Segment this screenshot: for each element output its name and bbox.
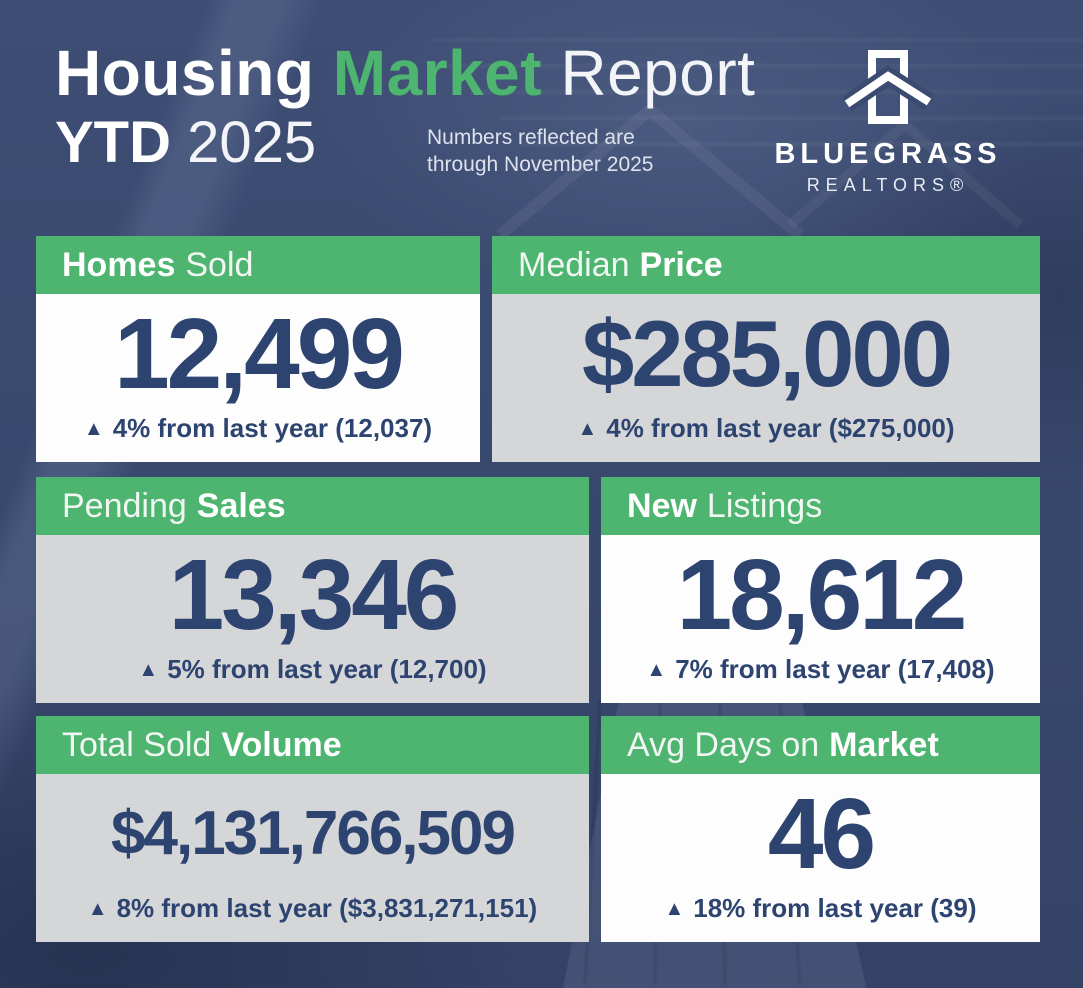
- card-title-bold: New: [627, 486, 697, 525]
- title-word-housing: Housing: [55, 37, 315, 109]
- note-line-1: Numbers reflected are: [427, 126, 635, 149]
- up-arrow-icon: ▲: [87, 897, 108, 920]
- card-title-bold: Homes: [62, 245, 176, 284]
- change-text: 5% from last year (12,700): [167, 654, 487, 684]
- card-title-light: Sold: [185, 245, 254, 284]
- title-line-1: Housing Market Report: [55, 37, 756, 109]
- card-title-light: Pending: [62, 486, 187, 525]
- bluegrass-realtors-logo: BLUEGRASS REALTORS®: [762, 50, 1014, 196]
- up-arrow-icon: ▲: [646, 658, 667, 681]
- card-title-light: Median: [518, 245, 630, 284]
- card-pending-sales: Pending Sales 13,346 ▲ 5% from last year…: [36, 477, 589, 703]
- card-total-sold-volume-header: Total Sold Volume: [36, 716, 589, 774]
- total-sold-volume-value: $4,131,766,509: [111, 798, 516, 868]
- card-title-light: Avg Days on: [627, 725, 820, 764]
- avg-days-on-market-change: ▲ 18% from last year (39): [664, 893, 976, 942]
- change-text: 4% from last year (12,037): [112, 413, 433, 443]
- title-word-market: Market: [332, 37, 543, 109]
- card-new-listings: New Listings 18,612 ▲ 7% from last year …: [601, 477, 1040, 703]
- card-new-listings-header: New Listings: [601, 477, 1040, 535]
- card-title-light: Listings: [706, 486, 823, 525]
- up-arrow-icon: ▲: [83, 417, 104, 440]
- card-homes-sold-header: Homes Sold: [36, 236, 480, 294]
- change-text: 7% from last year (17,408): [675, 654, 995, 684]
- up-arrow-icon: ▲: [138, 658, 159, 681]
- title-line-2: YTD 2025: [55, 110, 755, 176]
- card-title-bold: Market: [829, 725, 939, 764]
- logo-name: BLUEGRASS: [774, 138, 1002, 170]
- ytd-year: 2025: [187, 110, 317, 176]
- card-homes-sold: Homes Sold 12,499 ▲ 4% from last year (1…: [36, 236, 480, 462]
- pending-sales-change: ▲ 5% from last year (12,700): [138, 654, 486, 703]
- new-listings-change: ▲ 7% from last year (17,408): [646, 654, 994, 703]
- card-title-light: Total Sold: [62, 725, 212, 764]
- card-title-bold: Volume: [221, 725, 342, 764]
- median-price-change: ▲ 4% from last year ($275,000): [577, 413, 954, 462]
- homes-sold-change: ▲ 4% from last year (12,037): [84, 413, 432, 462]
- change-text: 4% from last year ($275,000): [606, 413, 955, 443]
- card-median-price-header: Median Price: [492, 236, 1040, 294]
- report-note: Numbers reflected are through November 2…: [427, 124, 653, 178]
- card-total-sold-volume: Total Sold Volume $4,131,766,509 ▲ 8% fr…: [36, 716, 589, 942]
- up-arrow-icon: ▲: [664, 897, 685, 920]
- report-title: Housing Market Report YTD 2025: [55, 37, 756, 176]
- change-text: 8% from last year ($3,831,271,151): [116, 893, 538, 923]
- median-price-value: $285,000: [581, 300, 953, 406]
- note-line-2: through November 2025: [427, 153, 654, 176]
- house-logo-icon: [843, 50, 933, 124]
- card-avg-days-on-market-header: Avg Days on Market: [601, 716, 1040, 774]
- card-avg-days-on-market: Avg Days on Market 46 ▲ 18% from last ye…: [601, 716, 1040, 942]
- change-text: 18% from last year (39): [693, 893, 977, 923]
- card-median-price: Median Price $285,000 ▲ 4% from last yea…: [492, 236, 1040, 462]
- avg-days-on-market-value: 46: [767, 777, 876, 890]
- homes-sold-value: 12,499: [114, 297, 405, 410]
- ytd-label: YTD: [55, 110, 171, 176]
- up-arrow-icon: ▲: [577, 417, 598, 440]
- total-sold-volume-change: ▲ 8% from last year ($3,831,271,151): [88, 893, 537, 942]
- logo-subname: REALTORS®: [806, 175, 970, 195]
- new-listings-value: 18,612: [676, 538, 968, 651]
- card-pending-sales-header: Pending Sales: [36, 477, 589, 535]
- pending-sales-value: 13,346: [168, 538, 460, 651]
- title-word-report: Report: [560, 37, 756, 109]
- card-title-bold: Price: [639, 245, 723, 284]
- card-title-bold: Sales: [196, 486, 286, 525]
